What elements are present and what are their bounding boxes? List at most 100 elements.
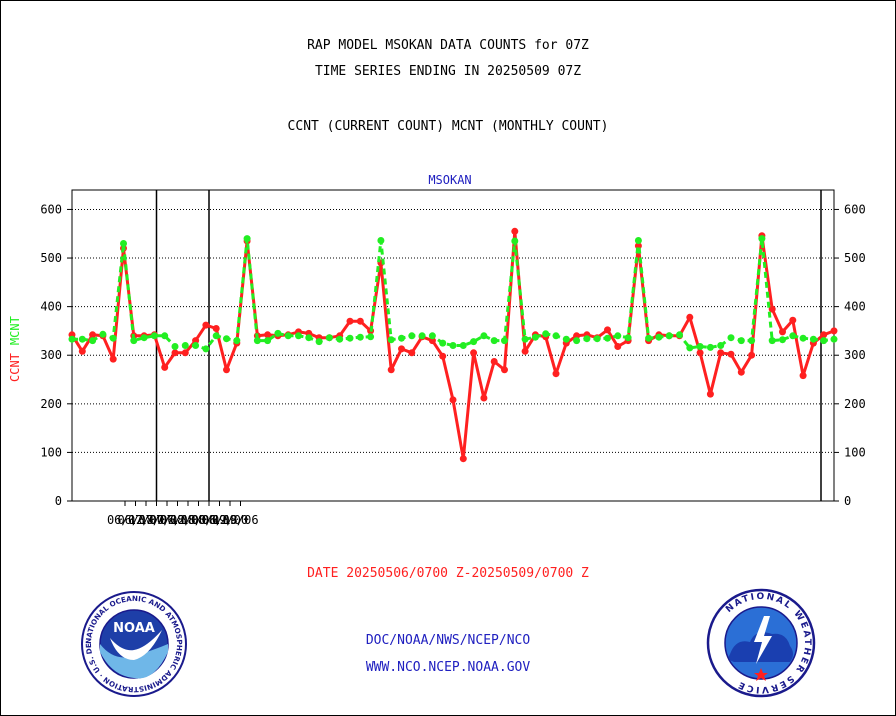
- noaa-text: NOAA: [113, 621, 155, 636]
- data-point-mcnt: [315, 338, 323, 346]
- data-point-ccnt: [387, 366, 395, 374]
- data-point-mcnt: [779, 336, 786, 344]
- data-point-ccnt: [171, 349, 179, 357]
- series-mcnt: [68, 235, 838, 353]
- data-point-mcnt: [655, 333, 663, 341]
- data-point-ccnt: [459, 455, 467, 463]
- data-point-mcnt: [68, 335, 76, 343]
- data-point-mcnt: [223, 335, 230, 343]
- data-point-ccnt: [490, 358, 498, 365]
- data-point-mcnt: [696, 343, 704, 350]
- data-point-ccnt: [408, 349, 416, 357]
- data-point-mcnt: [604, 334, 611, 342]
- data-point-mcnt: [573, 337, 581, 345]
- data-point-ccnt: [521, 347, 529, 355]
- y-tick-label-right: 0: [844, 494, 851, 508]
- data-point-mcnt: [717, 342, 725, 349]
- x-tick-label: 09/00: [212, 513, 248, 527]
- data-point-ccnt: [202, 321, 210, 329]
- x-tick-label: 09/06: [222, 513, 258, 527]
- data-point-ccnt: [449, 396, 457, 404]
- x-tick-label: 08/06: [180, 513, 216, 527]
- data-point-ccnt: [89, 331, 97, 339]
- data-point-mcnt: [676, 331, 683, 339]
- data-point-mcnt: [583, 335, 591, 343]
- data-point-mcnt: [418, 332, 426, 340]
- x-axis-ticks: 06/1206/1807/0007/0607/1207/1808/0008/06…: [107, 501, 259, 527]
- series-lines: [68, 227, 838, 463]
- data-point-mcnt: [109, 334, 117, 342]
- data-point-mcnt: [89, 337, 97, 345]
- data-point-mcnt: [284, 332, 292, 340]
- data-point-mcnt: [449, 342, 457, 349]
- data-point-mcnt: [181, 342, 189, 349]
- data-point-mcnt: [346, 334, 354, 342]
- nws-logo-icon: NATIONAL WEATHER SERVICE: [706, 588, 816, 698]
- data-point-mcnt: [768, 337, 776, 345]
- data-point-ccnt: [346, 317, 354, 325]
- x-tick-label: 07/06: [138, 513, 174, 527]
- data-point-mcnt: [809, 335, 817, 343]
- footer-website: WWW.NCO.NCEP.NOAA.GOV: [365, 660, 531, 675]
- data-point-ccnt: [181, 349, 189, 357]
- data-point-mcnt: [562, 335, 570, 343]
- data-point-mcnt: [233, 337, 241, 345]
- data-point-mcnt: [336, 335, 344, 343]
- data-point-mcnt: [665, 332, 673, 340]
- data-point-mcnt: [192, 342, 200, 349]
- footer-org-path: DOC/NOAA/NWS/NCEP/NCO: [365, 633, 531, 648]
- y-tick-label-right: 500: [844, 251, 866, 265]
- data-point-ccnt: [356, 317, 364, 325]
- data-point-mcnt: [264, 337, 272, 345]
- data-point-ccnt: [614, 343, 622, 350]
- data-point-ccnt: [820, 331, 828, 339]
- x-tick-label: 08/12: [191, 513, 227, 527]
- data-point-ccnt: [470, 349, 478, 357]
- series-line-mcnt: [72, 237, 835, 351]
- data-point-ccnt: [192, 337, 200, 345]
- data-point-mcnt: [439, 339, 447, 347]
- data-point-ccnt: [604, 326, 611, 334]
- data-point-mcnt: [120, 240, 127, 247]
- data-point-mcnt: [356, 333, 364, 341]
- data-point-mcnt: [161, 332, 169, 340]
- data-point-mcnt: [387, 336, 395, 344]
- data-point-mcnt: [737, 337, 745, 345]
- data-point-mcnt: [428, 332, 436, 340]
- data-point-mcnt: [799, 334, 807, 342]
- data-point-mcnt: [830, 335, 838, 343]
- y-tick-label-left: 500: [40, 251, 62, 265]
- data-point-mcnt: [99, 330, 107, 338]
- data-point-mcnt: [459, 342, 467, 349]
- data-point-mcnt: [686, 344, 694, 352]
- x-tick-label: 07/00: [128, 513, 164, 527]
- data-point-ccnt: [264, 331, 272, 339]
- data-point-ccnt: [223, 366, 230, 374]
- chart-title-line1: RAP MODEL MSOKAN DATA COUNTS for 07Z: [307, 38, 589, 53]
- data-point-ccnt: [706, 390, 714, 398]
- data-point-mcnt: [521, 335, 529, 343]
- data-point-mcnt: [614, 332, 622, 340]
- noaa-logo-icon: NATIONAL OCEANIC AND ATMOSPHERIC ADMINIS…: [80, 590, 187, 697]
- data-point-ccnt: [696, 349, 704, 357]
- y-tick-label-left: 100: [40, 445, 62, 459]
- data-point-mcnt: [552, 332, 560, 340]
- data-point-mcnt: [480, 332, 488, 340]
- data-point-mcnt: [305, 334, 313, 342]
- ylabel-ccnt: CCNT: [8, 353, 22, 382]
- data-point-ccnt: [439, 352, 447, 360]
- data-point-mcnt: [542, 330, 550, 338]
- data-point-ccnt: [717, 349, 725, 357]
- data-point-mcnt: [634, 237, 642, 244]
- y-tick-label-right: 200: [844, 397, 866, 411]
- data-point-mcnt: [593, 335, 601, 343]
- data-point-ccnt: [799, 372, 807, 380]
- data-point-mcnt: [501, 337, 508, 345]
- data-point-ccnt: [779, 328, 786, 336]
- data-point-mcnt: [706, 343, 714, 351]
- data-point-mcnt: [490, 337, 498, 345]
- data-point-ccnt: [686, 313, 694, 321]
- data-point-mcnt: [820, 337, 828, 345]
- data-point-ccnt: [501, 366, 508, 374]
